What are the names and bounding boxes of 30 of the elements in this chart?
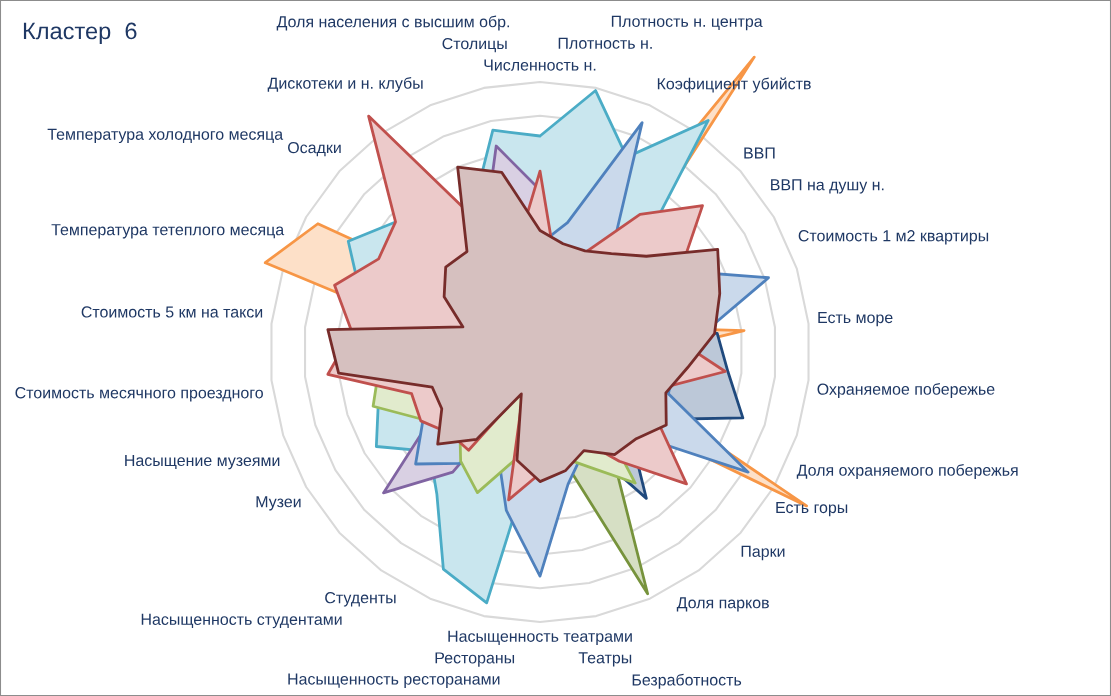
spoke-label: Есть море: [818, 312, 893, 327]
spoke-label: Дискотеки и н. клубы: [267, 76, 423, 92]
spoke-label: ВВП на душу н.: [771, 179, 884, 194]
spoke-label: Стоимость месячного проездного: [15, 387, 263, 402]
spoke-label: Стоимость 1 м2 квартиры: [798, 230, 989, 245]
spoke-label: Музеи: [256, 496, 301, 511]
spoke-label: Насыщенность студентами: [141, 613, 342, 629]
spoke-label: Доля населения с высшим обр.: [276, 15, 510, 31]
spoke-label: Насыщенность ресторанами: [288, 673, 500, 688]
spoke-label: Парки: [741, 545, 785, 561]
spoke-label: Безработность: [632, 673, 742, 689]
spoke-label: Плотность н.: [558, 37, 652, 49]
spoke-label: Есть горы: [776, 501, 848, 517]
spoke-label: Охраняемое побережье: [817, 382, 995, 398]
spoke-label: Рестораны: [435, 652, 515, 667]
spoke-label: Доля парков: [676, 597, 769, 612]
spoke-label: Столицы: [442, 37, 507, 53]
spoke-label: Насыщенность театрами: [448, 630, 632, 646]
chart-title: Кластер 6: [23, 22, 137, 45]
spoke-label: Студенты: [325, 592, 396, 607]
spoke-label: Осадки: [288, 141, 341, 157]
spoke-label: ВВП: [744, 147, 775, 159]
spoke-label: Температура тетеплого месяца: [51, 224, 285, 239]
spoke-label: Стоимость 5 км на такси: [81, 306, 263, 318]
spoke-label: Температура холодного месяца: [47, 128, 284, 144]
spoke-label: Насыщение музеями: [125, 454, 280, 470]
spoke-label: Численность н.: [484, 59, 596, 71]
spoke-label: Театры: [578, 652, 632, 667]
spoke-label: Доля охраняемого побережья: [796, 463, 1018, 479]
spoke-label: Плотность н. центра: [611, 15, 763, 31]
